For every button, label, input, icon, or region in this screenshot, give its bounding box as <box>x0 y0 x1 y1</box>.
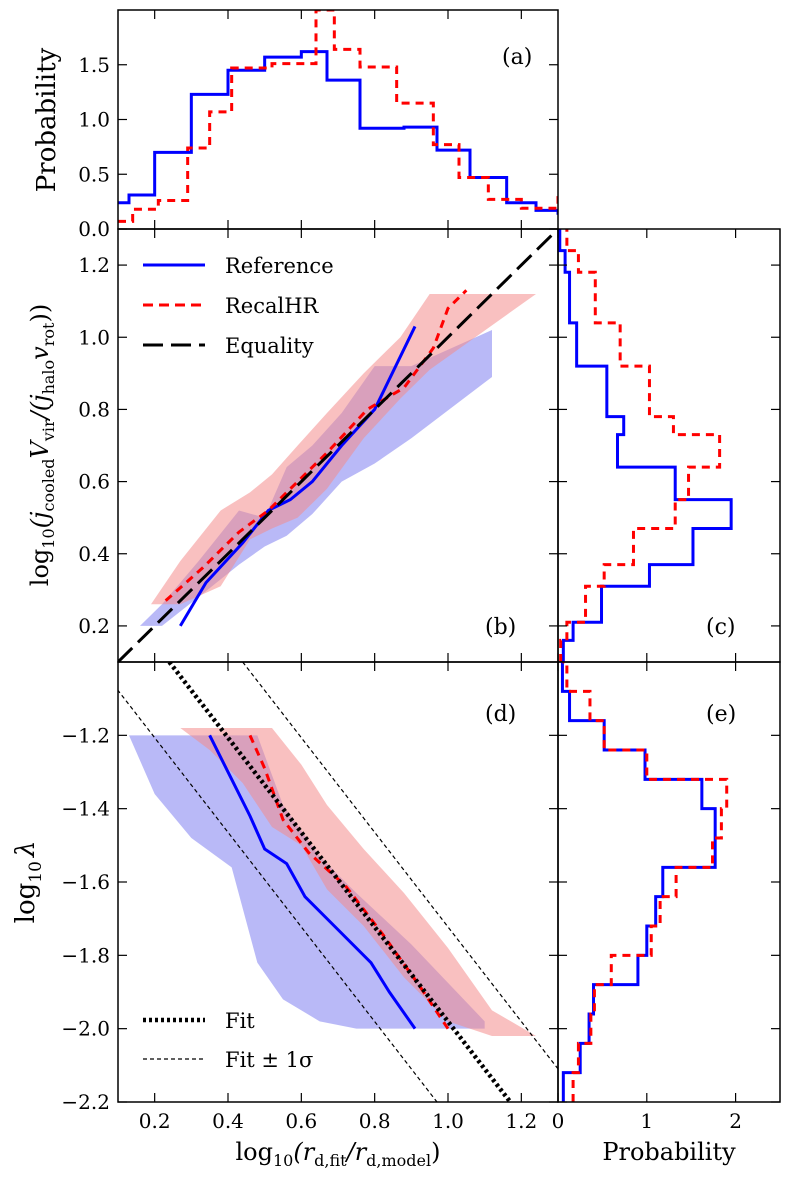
legend-reference-label: Reference <box>225 254 334 278</box>
hist-a-recalhr <box>118 10 558 223</box>
ylabel-b-rot: rot <box>39 322 58 346</box>
band-b-recalhr <box>151 293 536 605</box>
legend-d: Fit Fit ± 1σ <box>143 1009 313 1072</box>
ylabel-b-cooled: cooled <box>39 458 58 511</box>
ylabel-b-v: v <box>26 346 54 360</box>
xlabel-slash: /r <box>345 1138 368 1166</box>
prob-tick-label: 2 <box>729 1109 742 1133</box>
d-ytick-label: −1.6 <box>61 870 110 894</box>
d-ytick-label: −1.4 <box>61 797 110 821</box>
line-d-reference <box>208 734 417 1030</box>
hist-c-recalhr <box>559 229 722 662</box>
panel-a-frame <box>117 9 559 230</box>
d-ytick-label: −2.2 <box>61 1090 110 1114</box>
xlabel-log: log <box>235 1138 273 1166</box>
ylabel-d-log: log <box>11 883 41 924</box>
hist-e-recalhr <box>562 662 729 1102</box>
x-tick-label: 0.8 <box>359 1109 391 1133</box>
x-tick-label: 0.6 <box>285 1109 317 1133</box>
b-ytick-label: 1.2 <box>78 253 110 277</box>
xlabel-fit-sub: d,fit <box>314 1151 347 1170</box>
xlabel-paren: (r <box>293 1138 315 1166</box>
x-tick-label: 1.2 <box>505 1109 537 1133</box>
b-ytick-label: 0.4 <box>78 542 110 566</box>
ylabel-b-mid: /(j <box>26 394 54 421</box>
d-ytick-label: −2.0 <box>61 1017 110 1041</box>
legend-equality-label: Equality <box>225 334 314 358</box>
line-d-fit <box>167 662 513 1102</box>
panel-d-label: (d) <box>485 702 516 727</box>
ylabel-b-open: (j <box>26 511 54 528</box>
ylabel-b-log: log <box>26 549 54 587</box>
legend-fit-sigma-label: Fit ± 1σ <box>225 1048 313 1072</box>
prob-x-axis-label: Probability <box>602 1138 736 1166</box>
panel-e: 0 1 2 <box>552 661 781 1133</box>
line-d-fit-upper <box>242 662 558 1070</box>
panel-a: 0.0 0.5 1.0 1.5 <box>78 9 559 241</box>
panel-a-ylabel: Probability <box>32 47 62 192</box>
line-b-equality <box>118 229 558 662</box>
x-tick-label: 0.4 <box>212 1109 244 1133</box>
hist-a-reference <box>118 50 558 215</box>
x-axis-label: log10(rd,fit/rd,model) <box>235 1138 440 1170</box>
b-ytick-label: 1.0 <box>78 325 110 349</box>
panel-a-label: (a) <box>502 45 532 70</box>
line-b-recalhr <box>164 289 468 602</box>
a-ytick-label: 0.0 <box>78 217 110 241</box>
ylabel-b-halo: halo <box>39 360 58 395</box>
legend-fit-label: Fit <box>225 1009 255 1033</box>
ylabel-b-vir: vir <box>39 419 58 442</box>
line-d-fit-lower <box>118 689 438 1102</box>
band-d-recalhr <box>180 728 537 1036</box>
ylabel-b-V: V <box>26 438 54 458</box>
panel-e-label: (e) <box>706 702 736 727</box>
hist-c-reference <box>558 229 733 662</box>
panel-c <box>557 228 781 663</box>
panel-e-frame <box>557 661 781 1103</box>
a-ytick-label: 1.5 <box>78 53 110 77</box>
d-ytick-label: −1.8 <box>61 943 110 967</box>
hist-e-reference <box>560 662 717 1102</box>
b-ytick-label: 0.6 <box>78 470 110 494</box>
prob-tick-label: 1 <box>640 1109 653 1133</box>
b-ytick-label: 0.8 <box>78 397 110 421</box>
d-ytick-label: −1.2 <box>61 723 110 747</box>
panel-d-ylabel: log10 λ <box>11 841 46 924</box>
panel-b-ylabel: log10(jcooledVvir/(jhalovrot)) <box>26 304 58 586</box>
legend-b: Reference RecalHR Equality <box>143 254 334 358</box>
ylabel-d-lambda: λ <box>11 841 41 858</box>
prob-tick-label: 0 <box>552 1109 565 1133</box>
legend-recalhr-label: RecalHR <box>225 294 320 318</box>
panel-b-label: (b) <box>485 615 516 640</box>
x-tick-label: 0.2 <box>139 1109 171 1133</box>
ylabel-d-ten: 10 <box>26 861 46 883</box>
panel-c-frame <box>557 228 781 663</box>
x-tick-label: 1.0 <box>432 1109 464 1133</box>
xlabel-model-sub: d,model <box>366 1151 431 1170</box>
a-ytick-label: 0.5 <box>78 162 110 186</box>
ylabel-b-close: )) <box>26 304 54 323</box>
b-ytick-label: 0.2 <box>78 614 110 638</box>
panel-c-label: (c) <box>706 615 736 640</box>
xlabel-close: ) <box>431 1138 440 1166</box>
panel-d: −1.2 −1.4 −1.6 −1.8 −2.0 −2.2 0.2 0.4 0.6 0.8 1.0 1… <box>61 661 559 1133</box>
ylabel-b-ten: 10 <box>39 528 58 548</box>
a-ytick-label: 1.0 <box>78 108 110 132</box>
xlabel-ten: 10 <box>273 1151 293 1170</box>
